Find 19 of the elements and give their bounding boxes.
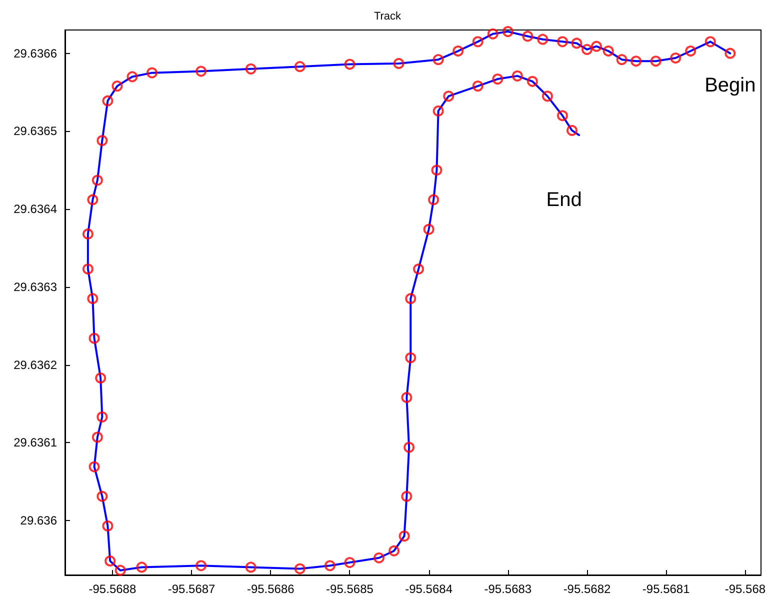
chart-title: Track bbox=[374, 10, 402, 22]
x-tick-label: -95.5688 bbox=[88, 582, 136, 596]
x-tick-label: -95.5685 bbox=[326, 582, 374, 596]
y-tick-label: 29.6363 bbox=[14, 280, 58, 294]
y-tick-label: 29.6361 bbox=[14, 436, 58, 450]
y-tick-label: 29.6366 bbox=[14, 46, 58, 60]
y-tick-label: 29.6362 bbox=[14, 358, 58, 372]
x-tick-label: -95.568 bbox=[724, 582, 766, 596]
x-tick-label: -95.5686 bbox=[246, 582, 295, 596]
y-tick-label: 29.6365 bbox=[14, 124, 58, 138]
annotation: Begin bbox=[704, 74, 756, 96]
x-tick-label: -95.5682 bbox=[563, 582, 612, 596]
x-tick-label: -95.5681 bbox=[642, 582, 690, 596]
x-tick-label: -95.5684 bbox=[405, 582, 453, 596]
x-tick-label: -95.5683 bbox=[484, 582, 532, 596]
annotation: End bbox=[546, 189, 582, 212]
y-tick-label: 29.6364 bbox=[14, 202, 58, 216]
x-tick-label: -95.5687 bbox=[168, 582, 216, 596]
y-tick-label: 29.636 bbox=[20, 514, 58, 528]
